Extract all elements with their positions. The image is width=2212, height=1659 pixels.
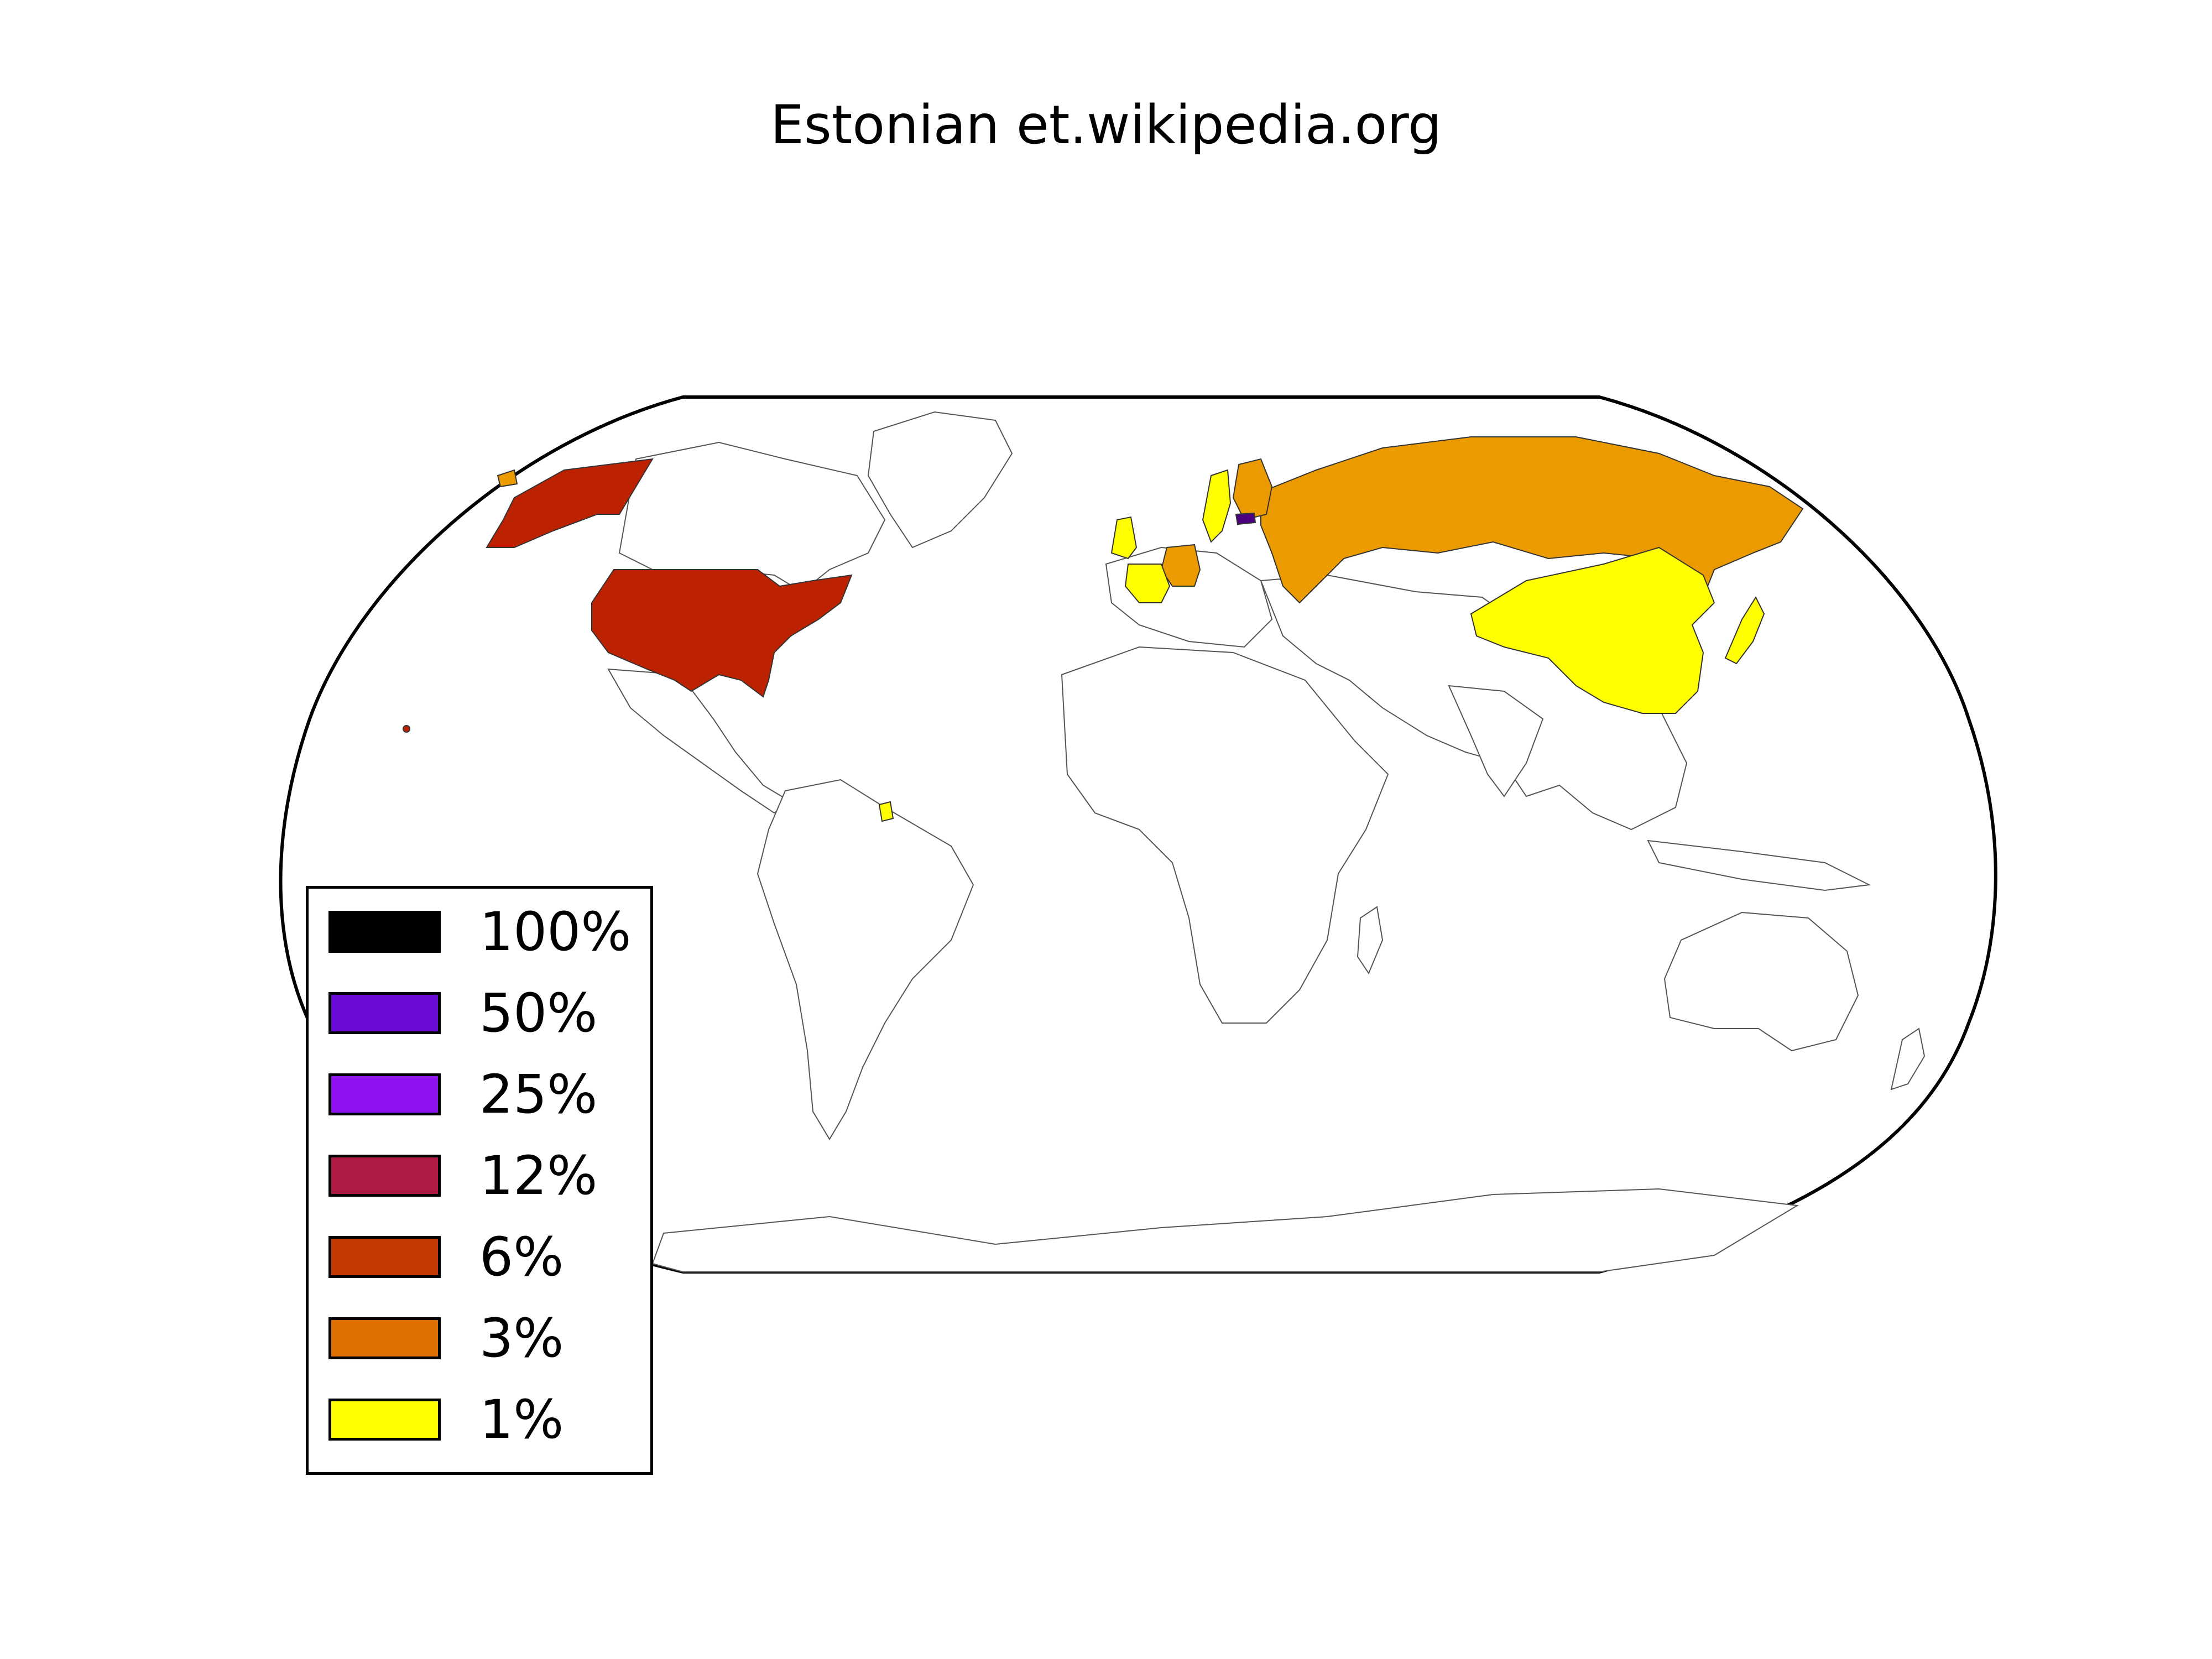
legend-swatch <box>328 1399 441 1441</box>
antarctica-shape <box>651 1188 1799 1272</box>
united-states-shape <box>591 569 853 698</box>
chukotka-shape <box>497 469 518 488</box>
new-zealand-shape <box>1890 1027 1926 1091</box>
legend-label: 3% <box>479 1307 564 1369</box>
estonia-shape <box>1235 512 1256 525</box>
madagascar-shape <box>1357 906 1384 975</box>
legend-swatch <box>328 1155 441 1197</box>
legend-item-50: 50% <box>328 985 638 1041</box>
legend-item-1: 1% <box>328 1392 638 1447</box>
united-kingdom-shape <box>1110 516 1138 560</box>
indonesia-shape <box>1647 839 1871 891</box>
legend-swatch <box>328 911 441 953</box>
hawaii-shape <box>403 725 410 733</box>
legend-label: 50% <box>479 982 598 1044</box>
land-outlines <box>607 411 1926 1272</box>
china-shape <box>1470 546 1715 714</box>
india-shape <box>1448 685 1544 797</box>
legend-swatch <box>328 1236 441 1278</box>
legend-swatch <box>328 992 441 1034</box>
highlighted-countries <box>403 436 1804 822</box>
sweden-shape <box>1202 469 1232 543</box>
legend: 100% 50% 25% 12% 6% 3% 1% <box>306 886 653 1475</box>
legend-item-100: 100% <box>328 904 638 959</box>
legend-swatch <box>328 1317 441 1359</box>
french-guiana-shape <box>878 801 894 822</box>
africa-shape <box>1061 646 1389 1024</box>
australia-shape <box>1663 911 1859 1052</box>
legend-item-3: 3% <box>328 1311 638 1366</box>
france-shape <box>1124 564 1171 603</box>
legend-label: 1% <box>479 1389 564 1451</box>
legend-item-12: 12% <box>328 1148 638 1203</box>
map-title: Estonian et.wikipedia.org <box>770 94 1442 156</box>
legend-swatch <box>328 1073 441 1115</box>
legend-label: 100% <box>479 901 632 963</box>
legend-label: 6% <box>479 1226 564 1288</box>
legend-label: 12% <box>479 1145 598 1207</box>
finland-shape <box>1232 458 1273 521</box>
greenland-shape <box>867 411 1013 549</box>
alaska-shape <box>486 458 654 548</box>
legend-label: 25% <box>479 1063 598 1125</box>
legend-item-6: 6% <box>328 1229 638 1285</box>
legend-item-25: 25% <box>328 1067 638 1122</box>
south-america-shape <box>757 779 974 1140</box>
japan-shape <box>1724 596 1765 665</box>
